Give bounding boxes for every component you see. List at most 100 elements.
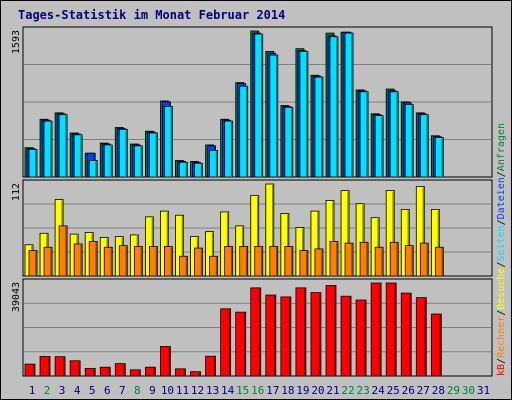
bar-rechner-day-20 — [314, 248, 324, 277]
day-label-5: 5 — [89, 384, 96, 397]
day-label-14: 14 — [221, 384, 235, 397]
day-label-13: 13 — [206, 384, 219, 397]
bar-kb-day-5 — [84, 367, 96, 377]
bar-kb-day-8 — [129, 369, 141, 377]
y-max-label-top: 1593 — [11, 30, 22, 54]
panel-bottom — [22, 278, 493, 377]
bar-seiten-day-25 — [389, 91, 399, 178]
bar-seiten-day-27 — [419, 114, 429, 178]
series-legend-item: Rechner — [496, 316, 507, 358]
day-label-25: 25 — [387, 384, 400, 397]
bar-kb-day-9 — [144, 366, 156, 377]
bar-kb-day-24 — [370, 282, 382, 377]
bar-rechner-day-17 — [269, 246, 279, 277]
bar-rechner-day-8 — [133, 246, 143, 277]
day-label-23: 23 — [356, 384, 369, 397]
series-legend-item: Dateien — [496, 177, 507, 219]
day-label-9: 9 — [149, 384, 156, 397]
bar-rechner-day-15 — [239, 246, 249, 277]
bar-rechner-day-4 — [73, 243, 83, 277]
bar-kb-day-23 — [355, 299, 367, 377]
series-legend-item: Besuche — [496, 268, 507, 310]
bar-rechner-day-28 — [434, 246, 444, 277]
bar-kb-day-26 — [400, 292, 412, 377]
bar-seiten-day-26 — [404, 104, 414, 178]
day-label-15: 15 — [236, 384, 249, 397]
bar-kb-day-7 — [114, 363, 126, 377]
bar-kb-day-17 — [265, 294, 277, 377]
bar-kb-day-21 — [325, 285, 337, 377]
bar-rechner-day-19 — [299, 250, 309, 277]
bar-seiten-day-1 — [28, 149, 38, 178]
bar-seiten-day-11 — [179, 161, 188, 178]
series-legend-item: Anfragen — [496, 123, 507, 171]
day-label-6: 6 — [104, 384, 111, 397]
bar-seiten-day-14 — [224, 120, 234, 178]
bar-seiten-day-4 — [73, 134, 83, 178]
bar-kb-day-25 — [385, 282, 397, 377]
day-label-19: 19 — [296, 384, 309, 397]
bar-kb-day-3 — [54, 356, 66, 377]
bar-rechner-day-16 — [254, 246, 264, 277]
bar-seiten-day-5 — [88, 160, 98, 178]
bar-seiten-day-23 — [359, 91, 369, 178]
bar-seiten-day-22 — [344, 32, 354, 178]
y-max-labels: 1593 112 39043 — [11, 30, 22, 312]
bar-kb-day-19 — [295, 287, 307, 377]
series-legend-item: / — [496, 262, 507, 268]
bar-kb-day-18 — [280, 296, 292, 377]
series-legend-item: kB — [496, 364, 507, 376]
bar-rechner-day-22 — [344, 242, 354, 277]
bar-rechner-day-21 — [329, 241, 339, 277]
series-legend-item: / — [496, 358, 507, 364]
day-label-27: 27 — [417, 384, 430, 397]
bar-kb-day-15 — [235, 311, 247, 377]
day-label-22: 22 — [341, 384, 354, 397]
bar-rechner-day-18 — [284, 246, 294, 277]
bar-rechner-day-12 — [194, 247, 203, 277]
bar-kb-day-14 — [220, 308, 232, 377]
bar-rechner-day-2 — [43, 246, 53, 277]
day-label-18: 18 — [281, 384, 294, 397]
bar-seiten-day-15 — [239, 85, 249, 178]
panel-top — [22, 26, 493, 178]
day-label-24: 24 — [372, 384, 386, 397]
series-legend-item: Seiten — [496, 225, 507, 261]
bar-rechner-day-24 — [374, 246, 384, 277]
bar-rechner-day-26 — [404, 245, 414, 277]
day-label-16: 16 — [251, 384, 264, 397]
series-labels: kB/Rechner/Besuche/Seiten/Dateien/Anfrag… — [496, 123, 507, 376]
day-label-8: 8 — [134, 384, 141, 397]
day-label-3: 3 — [59, 384, 66, 397]
bar-kb-day-1 — [24, 363, 36, 377]
y-max-label-middle: 112 — [11, 183, 22, 201]
bar-seiten-day-13 — [209, 150, 219, 178]
bar-seiten-day-28 — [434, 137, 444, 178]
bar-kb-day-4 — [69, 360, 81, 377]
day-label-11: 11 — [176, 384, 189, 397]
chart-title: Tages-Statistik im Monat Februar 2014 — [18, 8, 285, 22]
day-label-31: 31 — [477, 384, 490, 397]
bar-kb-day-28 — [430, 313, 442, 377]
day-label-12: 12 — [191, 384, 204, 397]
bar-kb-day-10 — [160, 346, 171, 377]
bar-seiten-day-6 — [103, 144, 113, 178]
bar-rechner-day-7 — [118, 245, 128, 277]
bar-seiten-day-24 — [374, 115, 384, 178]
bar-kb-day-22 — [340, 295, 352, 377]
day-label-2: 2 — [44, 384, 51, 397]
bar-rechner-day-23 — [359, 241, 369, 277]
bar-kb-day-27 — [415, 297, 427, 377]
day-label-1: 1 — [29, 384, 36, 397]
bar-kb-day-6 — [99, 366, 111, 377]
day-labels: 1 2 3 4 5 6 7 8 9 10 11 12 13 14 15 16 17 18 19 20 21 22 23 24 2… — [29, 384, 490, 397]
panel-middle — [22, 179, 493, 277]
bar-rechner-day-13 — [209, 255, 219, 277]
bar-kb-day-2 — [39, 356, 51, 377]
bar-rechner-day-14 — [224, 246, 234, 277]
bar-seiten-day-2 — [43, 120, 53, 178]
bar-rechner-day-10 — [164, 246, 173, 277]
bar-seiten-day-21 — [329, 36, 339, 178]
bar-seiten-day-19 — [299, 51, 309, 178]
